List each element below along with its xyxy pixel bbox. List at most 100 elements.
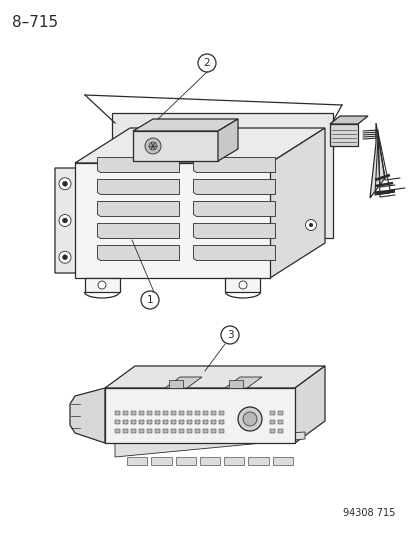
Bar xyxy=(218,429,223,433)
Polygon shape xyxy=(105,366,324,388)
Polygon shape xyxy=(151,457,171,465)
Polygon shape xyxy=(192,245,274,260)
Bar xyxy=(211,429,216,433)
Bar xyxy=(187,429,192,433)
Polygon shape xyxy=(218,119,237,161)
Polygon shape xyxy=(192,157,274,172)
Text: 3: 3 xyxy=(226,330,233,340)
Bar xyxy=(211,420,216,424)
Bar xyxy=(131,411,136,415)
Bar xyxy=(178,411,183,415)
Bar xyxy=(115,420,120,424)
Circle shape xyxy=(305,220,316,230)
Polygon shape xyxy=(133,131,218,161)
Polygon shape xyxy=(115,432,304,457)
Polygon shape xyxy=(329,116,367,124)
Bar xyxy=(163,411,168,415)
Circle shape xyxy=(237,407,261,431)
Polygon shape xyxy=(133,119,237,131)
Bar xyxy=(123,411,128,415)
Circle shape xyxy=(59,214,71,227)
Bar xyxy=(195,411,199,415)
Circle shape xyxy=(59,177,71,190)
Bar xyxy=(171,420,176,424)
Polygon shape xyxy=(175,457,195,465)
Bar xyxy=(195,420,199,424)
Bar xyxy=(187,411,192,415)
Text: 8–715: 8–715 xyxy=(12,15,58,30)
Polygon shape xyxy=(97,245,178,260)
Bar xyxy=(269,411,274,415)
Text: 2: 2 xyxy=(203,58,210,68)
Polygon shape xyxy=(75,128,324,163)
Polygon shape xyxy=(169,380,183,388)
Polygon shape xyxy=(97,201,178,216)
Bar xyxy=(218,420,223,424)
Circle shape xyxy=(62,218,67,223)
Bar xyxy=(123,429,128,433)
Bar xyxy=(195,429,199,433)
Polygon shape xyxy=(224,278,259,292)
Bar xyxy=(187,420,192,424)
Circle shape xyxy=(238,281,247,289)
Polygon shape xyxy=(192,223,274,238)
Bar xyxy=(163,420,168,424)
Circle shape xyxy=(242,412,256,426)
Polygon shape xyxy=(228,380,242,388)
Polygon shape xyxy=(127,457,147,465)
Bar xyxy=(269,420,274,424)
Bar xyxy=(139,429,144,433)
Bar xyxy=(115,429,120,433)
Bar xyxy=(147,420,152,424)
Polygon shape xyxy=(369,123,384,198)
Bar xyxy=(115,411,120,415)
Polygon shape xyxy=(85,278,120,292)
Polygon shape xyxy=(97,179,178,194)
Circle shape xyxy=(62,181,67,186)
Polygon shape xyxy=(199,457,220,465)
Bar xyxy=(202,411,207,415)
Bar xyxy=(163,429,168,433)
Text: 94308 715: 94308 715 xyxy=(342,508,394,518)
Circle shape xyxy=(98,281,106,289)
Bar xyxy=(211,411,216,415)
Bar xyxy=(277,420,282,424)
Polygon shape xyxy=(112,113,332,238)
Circle shape xyxy=(62,255,67,260)
Bar xyxy=(202,429,207,433)
Bar xyxy=(147,429,152,433)
Polygon shape xyxy=(294,366,324,443)
Polygon shape xyxy=(97,223,178,238)
Polygon shape xyxy=(272,457,292,465)
Polygon shape xyxy=(248,457,268,465)
Circle shape xyxy=(145,138,161,154)
Circle shape xyxy=(59,251,71,263)
Bar xyxy=(131,420,136,424)
Polygon shape xyxy=(165,377,202,388)
Polygon shape xyxy=(224,377,261,388)
Bar xyxy=(123,420,128,424)
Bar xyxy=(218,411,223,415)
Bar xyxy=(147,411,152,415)
Bar xyxy=(178,429,183,433)
Bar xyxy=(154,411,159,415)
Bar xyxy=(277,411,282,415)
Polygon shape xyxy=(329,124,357,146)
Polygon shape xyxy=(192,201,274,216)
Polygon shape xyxy=(97,157,178,172)
Polygon shape xyxy=(105,388,294,443)
Polygon shape xyxy=(70,388,105,443)
Polygon shape xyxy=(75,163,269,278)
Bar xyxy=(139,411,144,415)
Bar xyxy=(269,429,274,433)
Bar xyxy=(171,411,176,415)
Bar xyxy=(171,429,176,433)
Bar xyxy=(154,429,159,433)
Polygon shape xyxy=(192,179,274,194)
Bar xyxy=(131,429,136,433)
Bar xyxy=(277,429,282,433)
Bar xyxy=(154,420,159,424)
Polygon shape xyxy=(269,128,324,278)
Circle shape xyxy=(149,142,157,150)
Circle shape xyxy=(308,223,312,227)
